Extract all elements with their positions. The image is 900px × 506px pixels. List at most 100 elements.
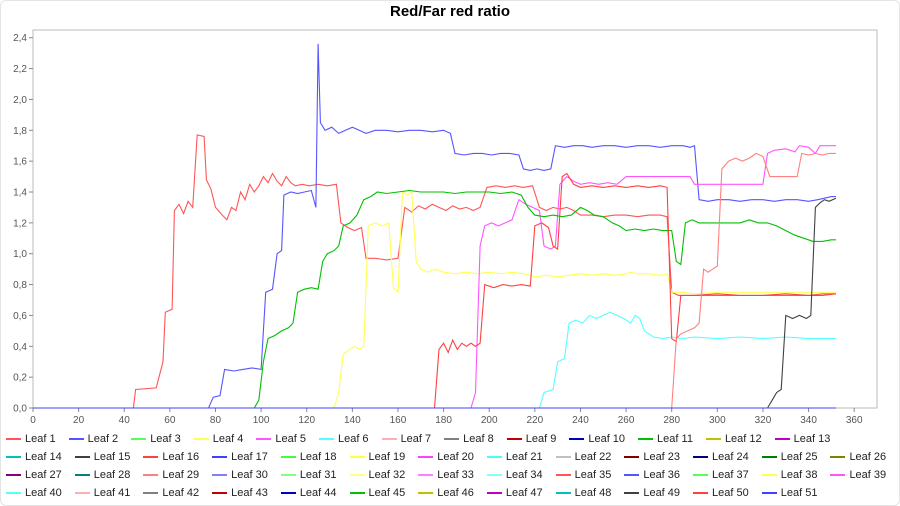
legend-item: Leaf 30 bbox=[212, 466, 268, 484]
legend-label: Leaf 1 bbox=[25, 433, 56, 445]
y-tick-label: 0,0 bbox=[13, 404, 27, 415]
x-tick-label: 240 bbox=[572, 415, 589, 426]
legend-item: Leaf 49 bbox=[624, 484, 680, 502]
x-tick-label: 320 bbox=[755, 415, 772, 426]
legend-item: Leaf 50 bbox=[693, 484, 749, 502]
chart-title: Red/Far red ratio bbox=[389, 3, 511, 20]
legend-item: Leaf 27 bbox=[6, 466, 62, 484]
legend-label: Leaf 39 bbox=[849, 469, 887, 481]
legend-line-swatch bbox=[569, 438, 585, 440]
legend-line-swatch bbox=[693, 474, 709, 476]
legend-line-swatch bbox=[506, 438, 522, 440]
legend-line-swatch bbox=[418, 456, 434, 458]
x-tick-label: 60 bbox=[164, 415, 176, 426]
legend-line-swatch bbox=[761, 456, 777, 458]
legend-label: Leaf 2 bbox=[87, 433, 119, 445]
x-tick-label: 220 bbox=[526, 415, 543, 426]
legend-line-swatch bbox=[693, 492, 709, 494]
legend-label: Leaf 15 bbox=[93, 451, 131, 463]
x-tick-label: 200 bbox=[481, 415, 498, 426]
legend-label: Leaf 36 bbox=[643, 469, 681, 481]
legend-line-swatch bbox=[830, 474, 846, 476]
legend-item: Leaf 24 bbox=[693, 448, 749, 466]
y-tick-label: 1,6 bbox=[13, 157, 27, 168]
x-tick-label: 180 bbox=[435, 415, 452, 426]
legend-item: Leaf 32 bbox=[349, 466, 405, 484]
legend-item: Leaf 9 bbox=[506, 430, 556, 448]
legend-label: Leaf 17 bbox=[231, 451, 268, 463]
legend-label: Leaf 6 bbox=[337, 433, 369, 445]
legend-item: Leaf 41 bbox=[74, 484, 130, 502]
legend-label: Leaf 27 bbox=[25, 469, 62, 481]
legend-line-swatch bbox=[212, 492, 228, 494]
legend-line-swatch bbox=[555, 492, 571, 494]
legend-item: Leaf 10 bbox=[569, 430, 625, 448]
legend-label: Leaf 25 bbox=[780, 451, 818, 463]
legend-line-swatch bbox=[212, 474, 228, 476]
y-tick-label: 1,0 bbox=[13, 249, 27, 260]
y-tick-label: 0,8 bbox=[13, 280, 27, 291]
x-tick-label: 0 bbox=[30, 415, 36, 426]
legend-item: Leaf 21 bbox=[486, 448, 543, 466]
legend-line-swatch bbox=[212, 456, 228, 458]
legend-item: Leaf 25 bbox=[761, 448, 818, 466]
y-tick-label: 2,0 bbox=[13, 95, 27, 106]
legend-line-swatch bbox=[349, 474, 365, 476]
legend-item: Leaf 17 bbox=[212, 448, 268, 466]
legend-line-swatch bbox=[318, 438, 334, 440]
legend-item: Leaf 35 bbox=[555, 466, 612, 484]
x-tick-label: 40 bbox=[119, 415, 131, 426]
legend-item: Leaf 7 bbox=[381, 430, 431, 448]
legend-item: Leaf 4 bbox=[193, 430, 244, 448]
legend-label: Leaf 31 bbox=[299, 469, 337, 481]
legend-item: Leaf 18 bbox=[280, 448, 337, 466]
y-tick-label: 1,8 bbox=[13, 126, 27, 137]
legend-line-swatch bbox=[761, 474, 777, 476]
legend-item: Leaf 20 bbox=[418, 448, 474, 466]
series-line bbox=[33, 145, 836, 409]
legend-item: Leaf 36 bbox=[624, 466, 680, 484]
legend-label: Leaf 18 bbox=[299, 451, 337, 463]
legend-line-swatch bbox=[74, 492, 90, 494]
series-line bbox=[33, 172, 836, 409]
legend-line-swatch bbox=[349, 456, 365, 458]
legend-label: Leaf 26 bbox=[849, 451, 887, 463]
legend-line-swatch bbox=[68, 438, 84, 440]
legend-item: Leaf 13 bbox=[774, 430, 830, 448]
legend-line-swatch bbox=[74, 456, 90, 458]
y-tick-label: 0,4 bbox=[13, 342, 27, 353]
legend-label: Leaf 46 bbox=[437, 487, 474, 499]
legend-label: Leaf 40 bbox=[25, 487, 62, 499]
legend-line-swatch bbox=[624, 492, 640, 494]
legend-line-swatch bbox=[193, 438, 209, 440]
legend-line-swatch bbox=[143, 474, 159, 476]
legend-item: Leaf 47 bbox=[486, 484, 543, 502]
legend-line-swatch bbox=[418, 492, 434, 494]
legend-label: Leaf 51 bbox=[780, 487, 818, 499]
legend-item: Leaf 3 bbox=[131, 430, 181, 448]
legend-label: Leaf 35 bbox=[574, 469, 612, 481]
legend-line-swatch bbox=[6, 438, 21, 440]
legend-line-swatch bbox=[280, 456, 296, 458]
legend-label: Leaf 28 bbox=[93, 469, 131, 481]
y-tick-label: 1,2 bbox=[13, 218, 27, 229]
legend-label: Leaf 38 bbox=[780, 469, 818, 481]
legend-label: Leaf 30 bbox=[231, 469, 268, 481]
legend-item: Leaf 29 bbox=[143, 466, 199, 484]
x-tick-label: 120 bbox=[298, 415, 315, 426]
legend-item: Leaf 34 bbox=[486, 466, 543, 484]
x-tick-label: 160 bbox=[390, 415, 407, 426]
legend-item: Leaf 43 bbox=[212, 484, 268, 502]
legend-label: Leaf 20 bbox=[437, 451, 474, 463]
legend-line-swatch bbox=[638, 438, 654, 440]
legend-line-swatch bbox=[486, 492, 502, 494]
series-line bbox=[33, 134, 836, 409]
legend-label: Leaf 4 bbox=[212, 433, 244, 445]
legend-line-swatch bbox=[280, 492, 296, 494]
legend-label: Leaf 14 bbox=[25, 451, 62, 463]
x-tick-label: 340 bbox=[800, 415, 817, 426]
legend-line-swatch bbox=[705, 438, 721, 440]
y-tick-label: 0,2 bbox=[13, 373, 27, 384]
legend-line-swatch bbox=[418, 474, 434, 476]
legend-item: Leaf 38 bbox=[761, 466, 818, 484]
